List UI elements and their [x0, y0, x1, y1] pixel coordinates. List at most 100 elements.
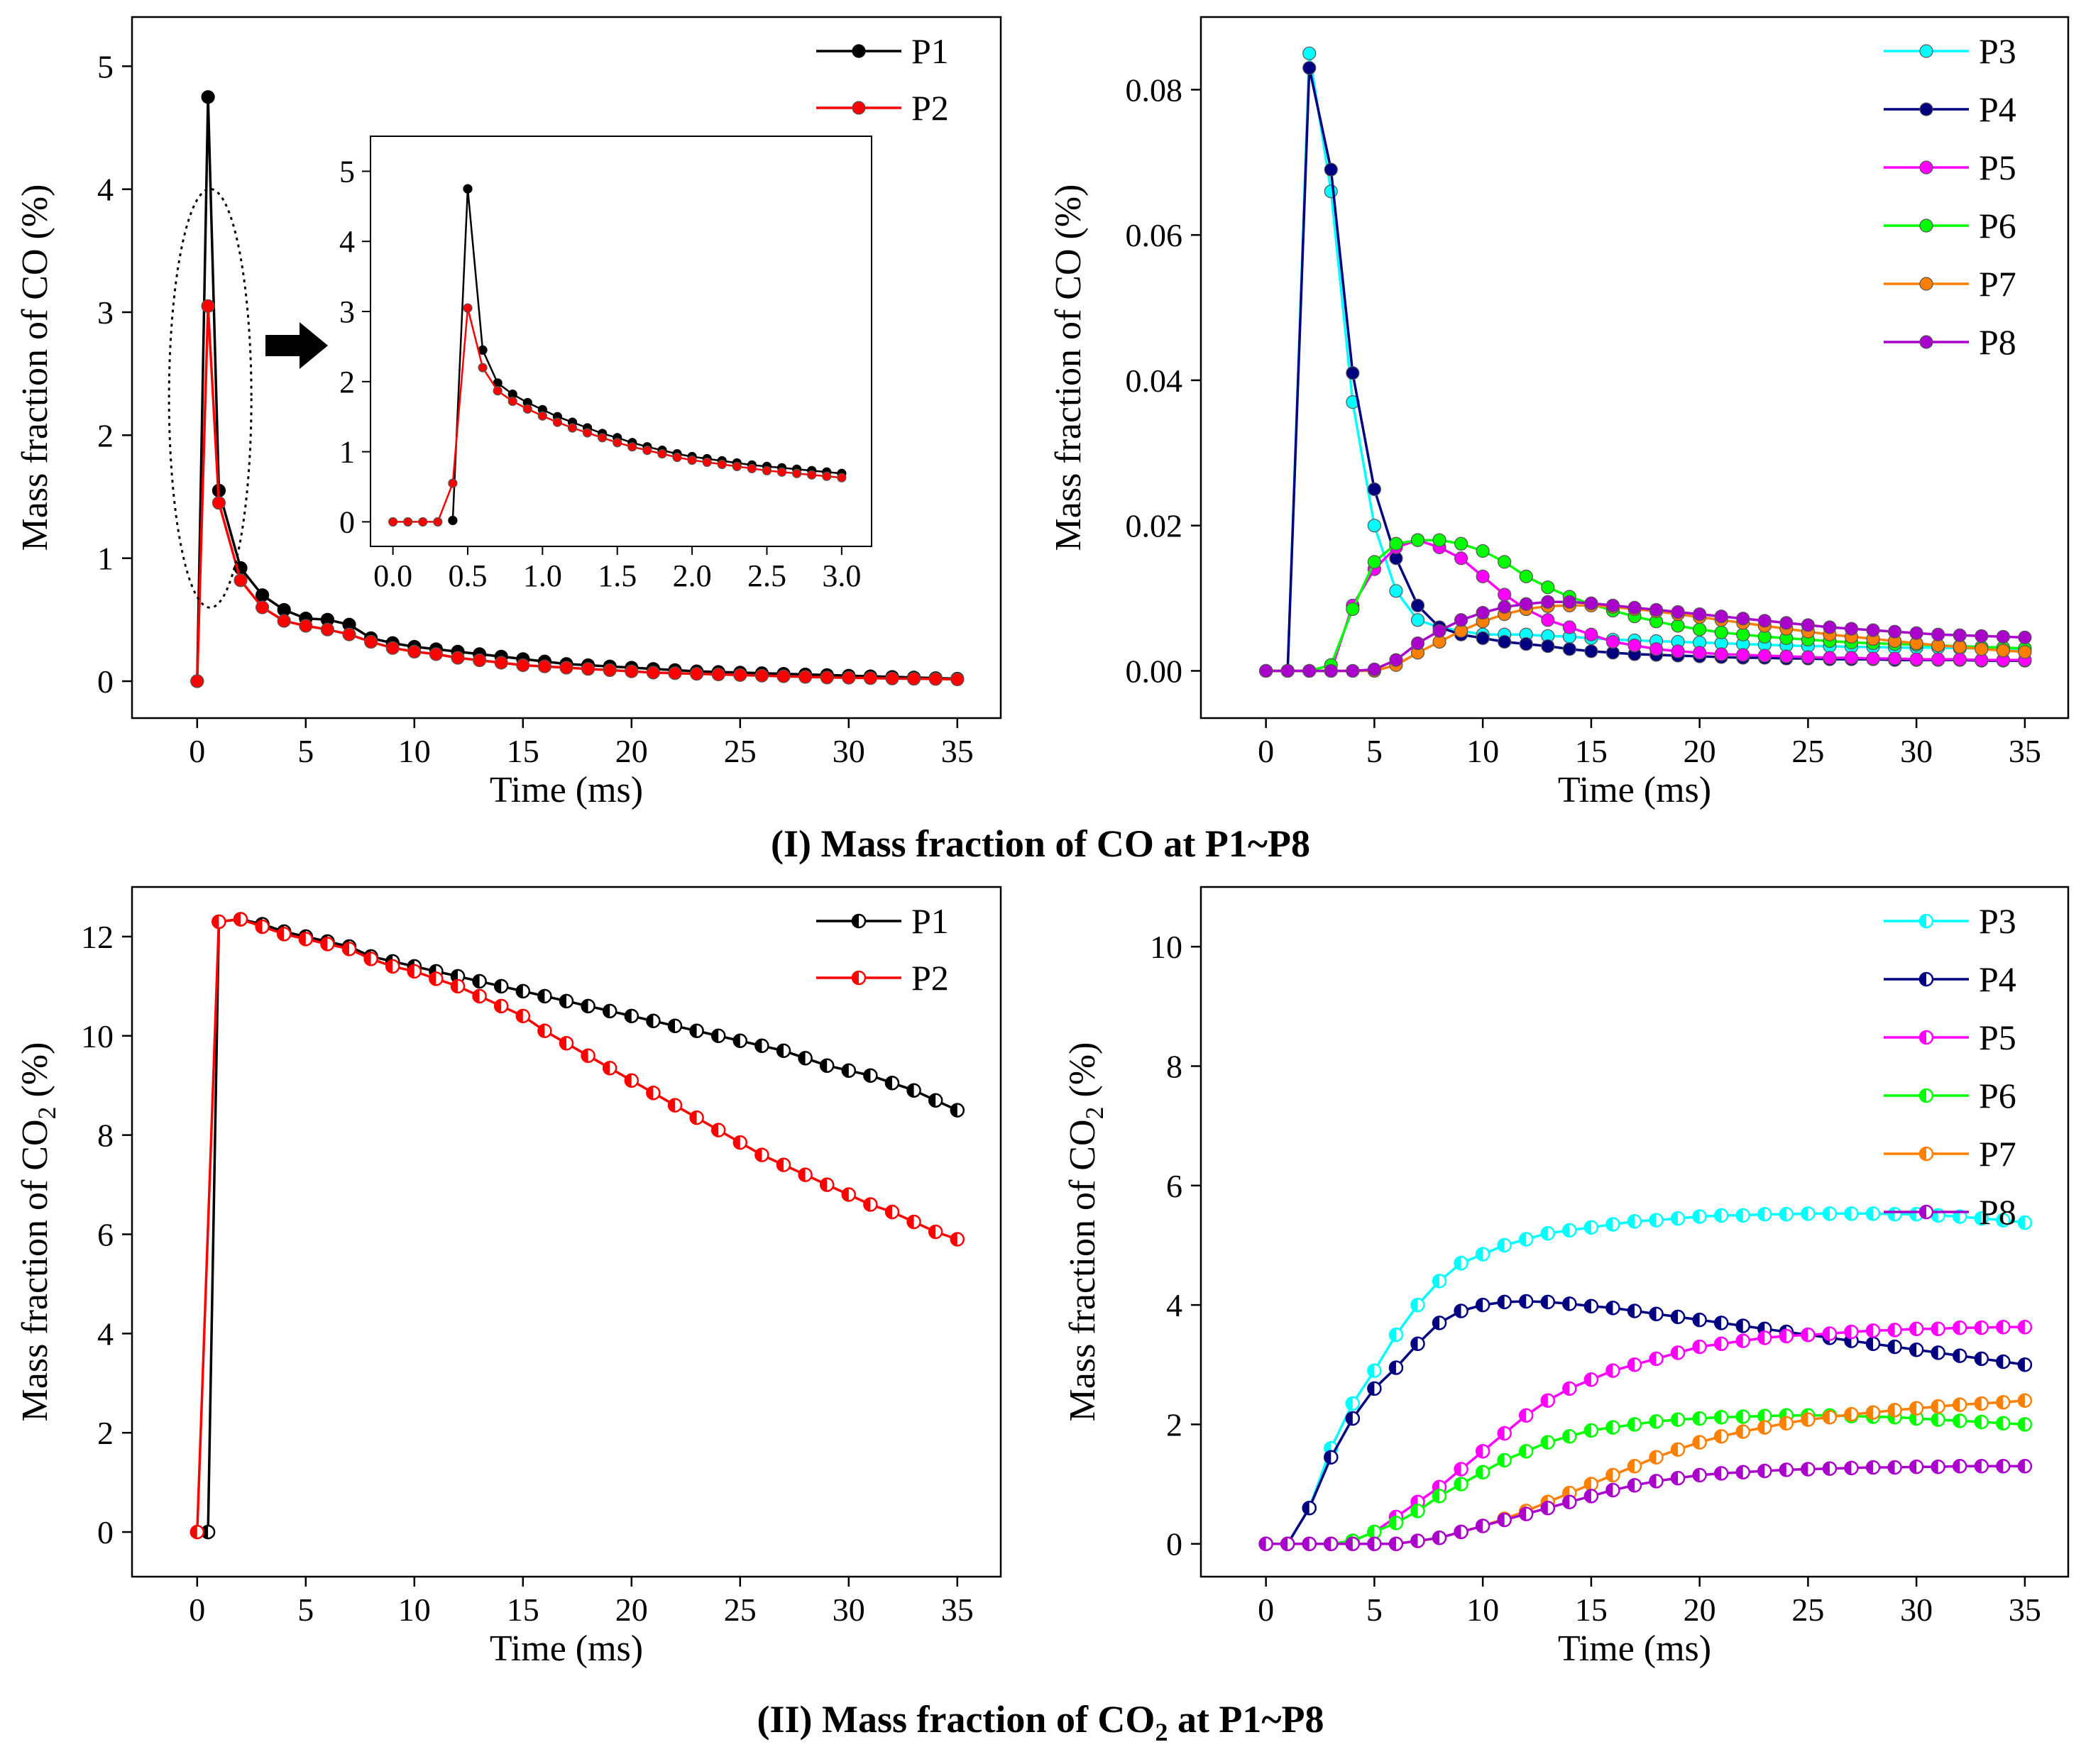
- series-line-P4: [1265, 66, 2025, 673]
- data-point-P8-half: [1520, 1507, 1527, 1521]
- y-tick-label: 0.00: [1126, 653, 1183, 689]
- y-tick-label: 2: [1166, 1406, 1182, 1443]
- data-point-P5-half: [1975, 1321, 1982, 1335]
- data-point-P8-half: [1693, 1468, 1700, 1482]
- inset-data-point-P2: [657, 448, 667, 459]
- data-point-P8: [1736, 612, 1750, 626]
- inset-data-point-P2: [792, 468, 802, 478]
- data-point-P8: [2018, 630, 2032, 644]
- data-point-P3-half: [1975, 1212, 1982, 1225]
- data-point-P1-half: [755, 1039, 762, 1052]
- data-point-P7-half: [1997, 1396, 2004, 1409]
- data-point-P5: [1584, 627, 1598, 641]
- data-point-P6-half: [1498, 1453, 1505, 1467]
- data-point-P4-half: [1498, 1295, 1505, 1308]
- data-point-P3-half: [1454, 1257, 1461, 1270]
- data-point-P5-half: [1628, 1358, 1635, 1372]
- series-P8: [1258, 1459, 2033, 1551]
- data-point-P2: [234, 573, 248, 588]
- data-point-P2: [190, 674, 204, 688]
- x-tick-label: 20: [615, 1592, 648, 1628]
- y-tick-label: 2: [97, 1415, 114, 1451]
- data-point-P2: [559, 661, 573, 675]
- data-point-P8-half: [1823, 1462, 1830, 1475]
- data-point-P5: [1671, 644, 1685, 658]
- data-point-P8-half: [1758, 1465, 1765, 1478]
- data-point-P2-half: [690, 1111, 697, 1125]
- data-point-P8-half: [1845, 1461, 1852, 1474]
- data-point-P8: [1498, 600, 1512, 614]
- data-point-P8-half: [1997, 1460, 2004, 1473]
- inset-x-tick-label: 2.0: [673, 558, 712, 593]
- inset-data-point-P2: [672, 452, 682, 463]
- data-point-P8-half: [1433, 1531, 1440, 1545]
- chart-co2_p1p2: 0 5 10 15 20 25 30 35 0 2 4 6 8 10 12 Time (ms) Mass fra…: [15, 886, 1002, 1669]
- data-point-P8: [1866, 623, 1880, 637]
- x-tick-label: 25: [724, 1592, 757, 1628]
- legend-label-P7: P7: [1979, 264, 2016, 304]
- data-point-P8: [1280, 663, 1295, 678]
- data-point-P6-half: [1975, 1416, 1982, 1429]
- data-point-P1: [256, 588, 270, 602]
- data-point-P8: [1757, 614, 1772, 628]
- data-point-P8: [1476, 605, 1490, 620]
- data-point-P5-half: [1910, 1322, 1917, 1335]
- legend-marker-P2: [852, 101, 866, 115]
- inset-data-point-P2: [582, 428, 593, 438]
- series-line-P3: [1265, 52, 2025, 673]
- legend-label-P8: P8: [1979, 322, 2016, 362]
- legend-label-P4: P4: [1979, 89, 2016, 129]
- data-point-P1-half: [625, 1009, 632, 1022]
- y-axis-label-text: Mass fraction of CO2 (%): [1063, 1042, 1109, 1422]
- data-point-P3: [1410, 613, 1425, 627]
- data-point-P3-half: [1389, 1328, 1396, 1342]
- data-point-P5: [1562, 620, 1576, 634]
- data-point-P6: [1454, 536, 1468, 551]
- inset-x-tick-label: 1.5: [598, 558, 637, 593]
- data-point-P5: [1866, 651, 1880, 666]
- data-point-P8-half: [1715, 1467, 1722, 1480]
- legend-label-P4: P4: [1979, 959, 2016, 999]
- data-point-P2: [494, 656, 508, 670]
- legend-label-P6: P6: [1979, 1076, 2016, 1115]
- data-point-P2: [689, 666, 704, 681]
- x-tick-label: 30: [833, 733, 865, 769]
- data-point-P8: [1693, 607, 1707, 622]
- data-point-P4-half: [1324, 1450, 1331, 1464]
- inset-x-tick-label: 0.5: [448, 558, 487, 593]
- data-point-P2: [385, 641, 400, 655]
- data-point-P5: [1953, 652, 1967, 666]
- data-point-P3-half: [1823, 1207, 1830, 1220]
- data-point-P6-half: [2018, 1418, 2025, 1431]
- data-point-P1-half: [712, 1029, 719, 1042]
- data-point-P8-half: [1931, 1460, 1938, 1474]
- y-tick-label: 6: [1166, 1168, 1182, 1204]
- data-point-P5: [1476, 569, 1490, 583]
- data-point-P1-half: [886, 1076, 892, 1090]
- data-point-P8: [1454, 613, 1468, 627]
- plot-frame: [1199, 16, 2070, 720]
- data-point-P8: [1259, 663, 1273, 678]
- legend-marker-P7: [1919, 277, 1933, 291]
- data-point-P3-half: [1476, 1247, 1483, 1261]
- data-point-P8: [1931, 627, 1945, 641]
- data-point-P5-half: [1736, 1334, 1743, 1347]
- data-point-P6-half: [1649, 1415, 1657, 1428]
- data-point-P3-half: [1671, 1212, 1679, 1225]
- data-point-P2-half: [538, 1024, 545, 1037]
- data-point-P6: [1410, 533, 1425, 547]
- x-tick-label: 25: [1791, 733, 1824, 769]
- data-point-P4-half: [1520, 1295, 1527, 1308]
- data-point-P3-half: [1368, 1364, 1375, 1377]
- inset-data-point-P2: [507, 396, 517, 407]
- y-tick-label: 8: [97, 1118, 114, 1154]
- legend-label-P3: P3: [1979, 901, 2016, 941]
- data-point-P6-half: [1563, 1430, 1570, 1443]
- data-point-P3-half: [1845, 1207, 1852, 1220]
- data-point-P8-half: [1368, 1537, 1375, 1550]
- inset-chart: 0.0 0.5 1.0 1.5 2.0 2.5 3.0 0 1 2 3 4 5: [339, 136, 872, 593]
- data-point-P3-half: [1433, 1274, 1440, 1288]
- data-point-P8-half: [1389, 1537, 1396, 1550]
- data-point-P2-half: [560, 1037, 566, 1050]
